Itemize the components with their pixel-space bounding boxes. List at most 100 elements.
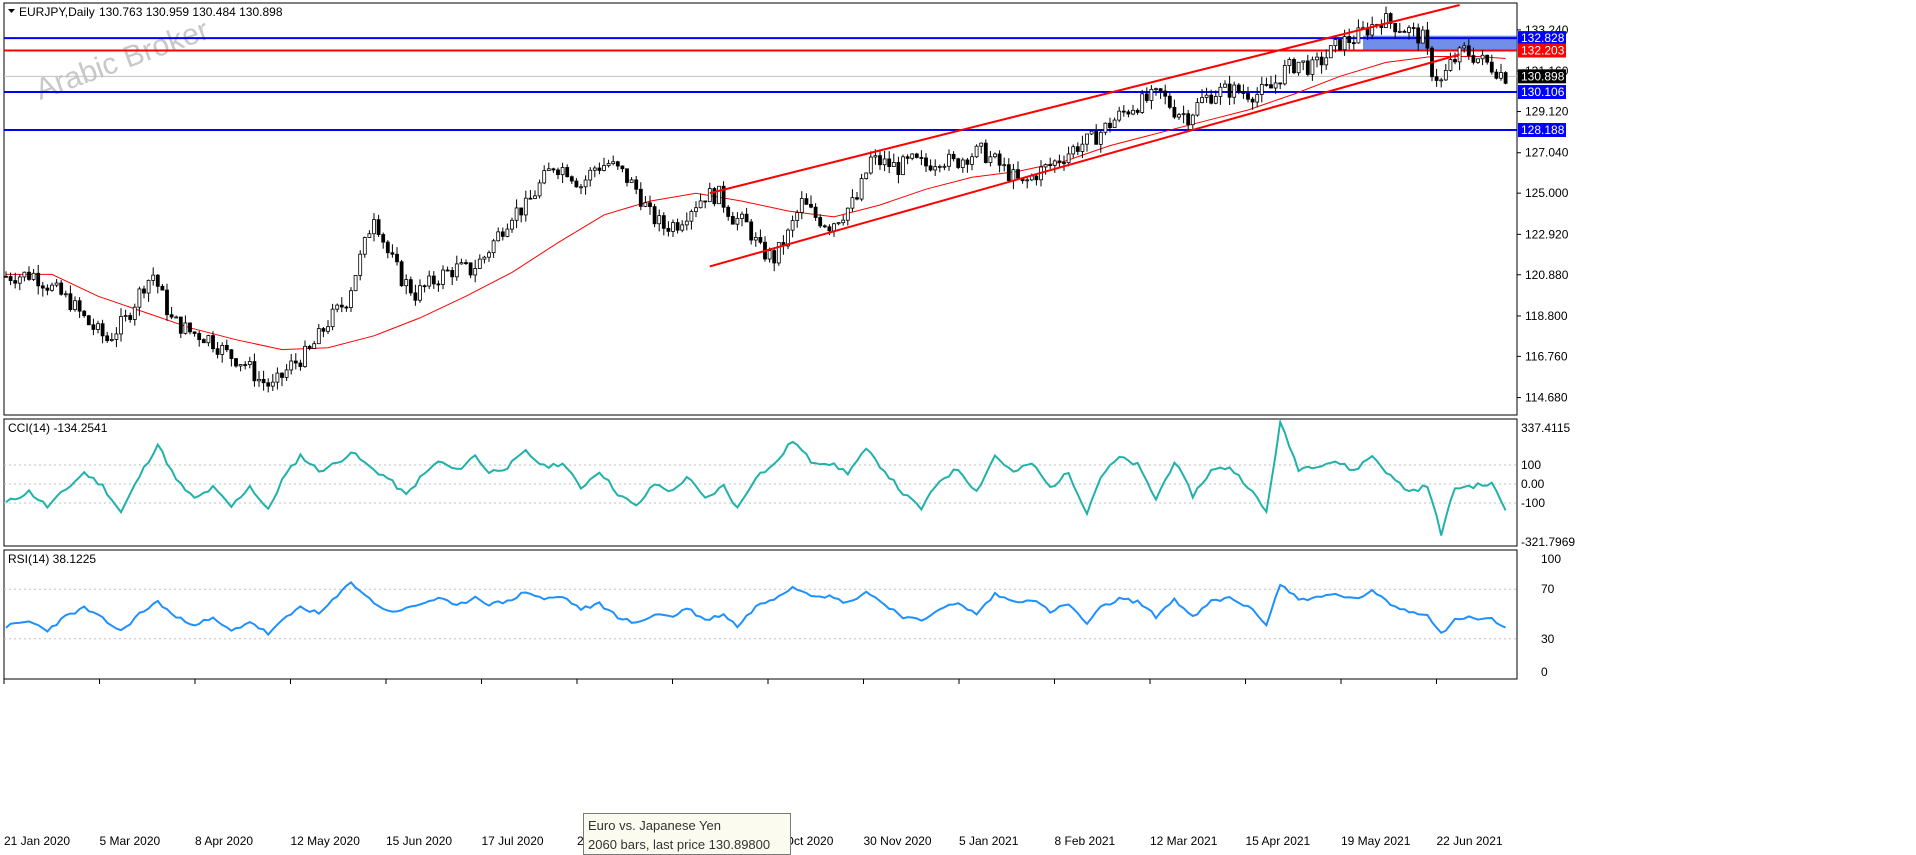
candle-body bbox=[602, 165, 606, 171]
candle-body bbox=[1011, 169, 1016, 181]
candle-body bbox=[827, 226, 832, 232]
candle-body bbox=[680, 224, 685, 231]
level-tag bbox=[1518, 85, 1566, 100]
candle-body bbox=[1342, 36, 1347, 51]
candle-body bbox=[841, 219, 846, 224]
candle-body bbox=[1292, 59, 1296, 74]
candle-body bbox=[565, 167, 570, 178]
zone-layer bbox=[1363, 35, 1524, 51]
candle-body bbox=[27, 271, 31, 280]
candle-body bbox=[13, 280, 18, 284]
symbol-dropdown-icon[interactable] bbox=[8, 9, 15, 13]
candle-body bbox=[730, 216, 735, 225]
candle-body bbox=[597, 167, 602, 171]
candle-body bbox=[229, 349, 234, 359]
candle-body bbox=[910, 153, 915, 159]
candle-body bbox=[1338, 39, 1342, 51]
time-tick-label: 12 May 2020 bbox=[291, 834, 361, 848]
candle-body bbox=[901, 156, 905, 176]
candle-body bbox=[335, 304, 340, 310]
candle-body bbox=[1259, 83, 1264, 95]
candle-body bbox=[1177, 114, 1181, 118]
candle-body bbox=[836, 222, 841, 225]
candle-body bbox=[749, 221, 754, 241]
candle-body bbox=[132, 306, 137, 320]
candle-body bbox=[873, 155, 878, 158]
candle-body bbox=[454, 263, 459, 278]
candle-body bbox=[63, 293, 68, 296]
candle-body bbox=[1098, 131, 1103, 145]
level-tag-text: 130.898 bbox=[1521, 69, 1565, 83]
candle-body bbox=[275, 372, 280, 383]
rsi-pane[interactable] bbox=[3, 549, 1518, 680]
candle-body bbox=[988, 156, 993, 163]
time-tick-label: 8 Apr 2020 bbox=[195, 834, 253, 848]
candle-body bbox=[1315, 56, 1319, 61]
candle-body bbox=[8, 276, 13, 281]
time-tick-label: 5 Jan 2021 bbox=[959, 834, 1019, 848]
candle-body bbox=[832, 223, 836, 232]
candle-body bbox=[86, 315, 91, 326]
candle-body bbox=[997, 153, 1002, 166]
cci-pane[interactable] bbox=[3, 418, 1518, 547]
candle-body bbox=[96, 323, 100, 330]
candle-body bbox=[1227, 83, 1232, 98]
tooltip-name: Euro vs. Japanese Yen bbox=[588, 818, 721, 833]
candle-body bbox=[178, 316, 183, 334]
candle-body bbox=[1305, 60, 1310, 75]
candle-body bbox=[353, 275, 358, 292]
candle-body bbox=[312, 343, 317, 349]
candle-body bbox=[1443, 70, 1448, 81]
symbol-tooltip: Euro vs. Japanese Yen 2060 bars, last pr… bbox=[583, 813, 791, 855]
level-lines bbox=[4, 37, 1517, 132]
candle-body bbox=[1273, 82, 1278, 89]
candle-body bbox=[625, 168, 629, 183]
candle-body bbox=[381, 234, 386, 243]
candle-body bbox=[1420, 29, 1425, 44]
chart-title: EURJPY,Daily bbox=[19, 5, 95, 19]
candle-body bbox=[459, 262, 464, 265]
candle-body bbox=[634, 179, 639, 190]
candle-body bbox=[1476, 58, 1480, 63]
candle-body bbox=[1232, 84, 1237, 98]
candle-body bbox=[643, 202, 648, 207]
candle-body bbox=[542, 170, 547, 184]
candle-body bbox=[661, 215, 666, 229]
candle-body bbox=[1144, 93, 1149, 101]
candle-body bbox=[500, 231, 505, 237]
candle-body bbox=[464, 262, 468, 264]
level-tag-text: 128.188 bbox=[1521, 123, 1565, 137]
rsi-tick-label: 100 bbox=[1541, 552, 1561, 566]
price-tick-label: 122.920 bbox=[1525, 227, 1569, 241]
candle-body bbox=[491, 240, 496, 254]
candle-body bbox=[1218, 86, 1223, 97]
time-tick-label: 17 Jul 2020 bbox=[482, 834, 544, 848]
candle-body bbox=[293, 360, 298, 364]
time-tick-label: 12 Mar 2021 bbox=[1150, 834, 1218, 848]
candle-body bbox=[266, 382, 271, 387]
candle-body bbox=[1370, 24, 1375, 36]
candle-body bbox=[1172, 106, 1177, 118]
candle-body bbox=[514, 207, 519, 221]
candle-body bbox=[1480, 54, 1485, 60]
supply-zone bbox=[1363, 35, 1524, 51]
candle-body bbox=[712, 188, 717, 205]
candle-body bbox=[1094, 130, 1099, 145]
candle-body bbox=[326, 326, 330, 332]
candle-body bbox=[1071, 146, 1076, 155]
candle-body bbox=[188, 322, 192, 333]
candle-body bbox=[427, 275, 432, 287]
candle-body bbox=[556, 169, 560, 176]
candle-body bbox=[882, 158, 887, 166]
main-price-pane[interactable] bbox=[3, 2, 1518, 416]
candle-body bbox=[974, 145, 979, 158]
candle-body bbox=[1448, 59, 1453, 71]
candle-body bbox=[579, 186, 583, 189]
candle-body bbox=[905, 156, 910, 159]
candle-body bbox=[1324, 57, 1329, 66]
candle-body bbox=[758, 237, 763, 243]
candle-body bbox=[726, 206, 731, 217]
candle-body bbox=[174, 316, 179, 319]
cci-tick-label: -100 bbox=[1521, 496, 1545, 510]
